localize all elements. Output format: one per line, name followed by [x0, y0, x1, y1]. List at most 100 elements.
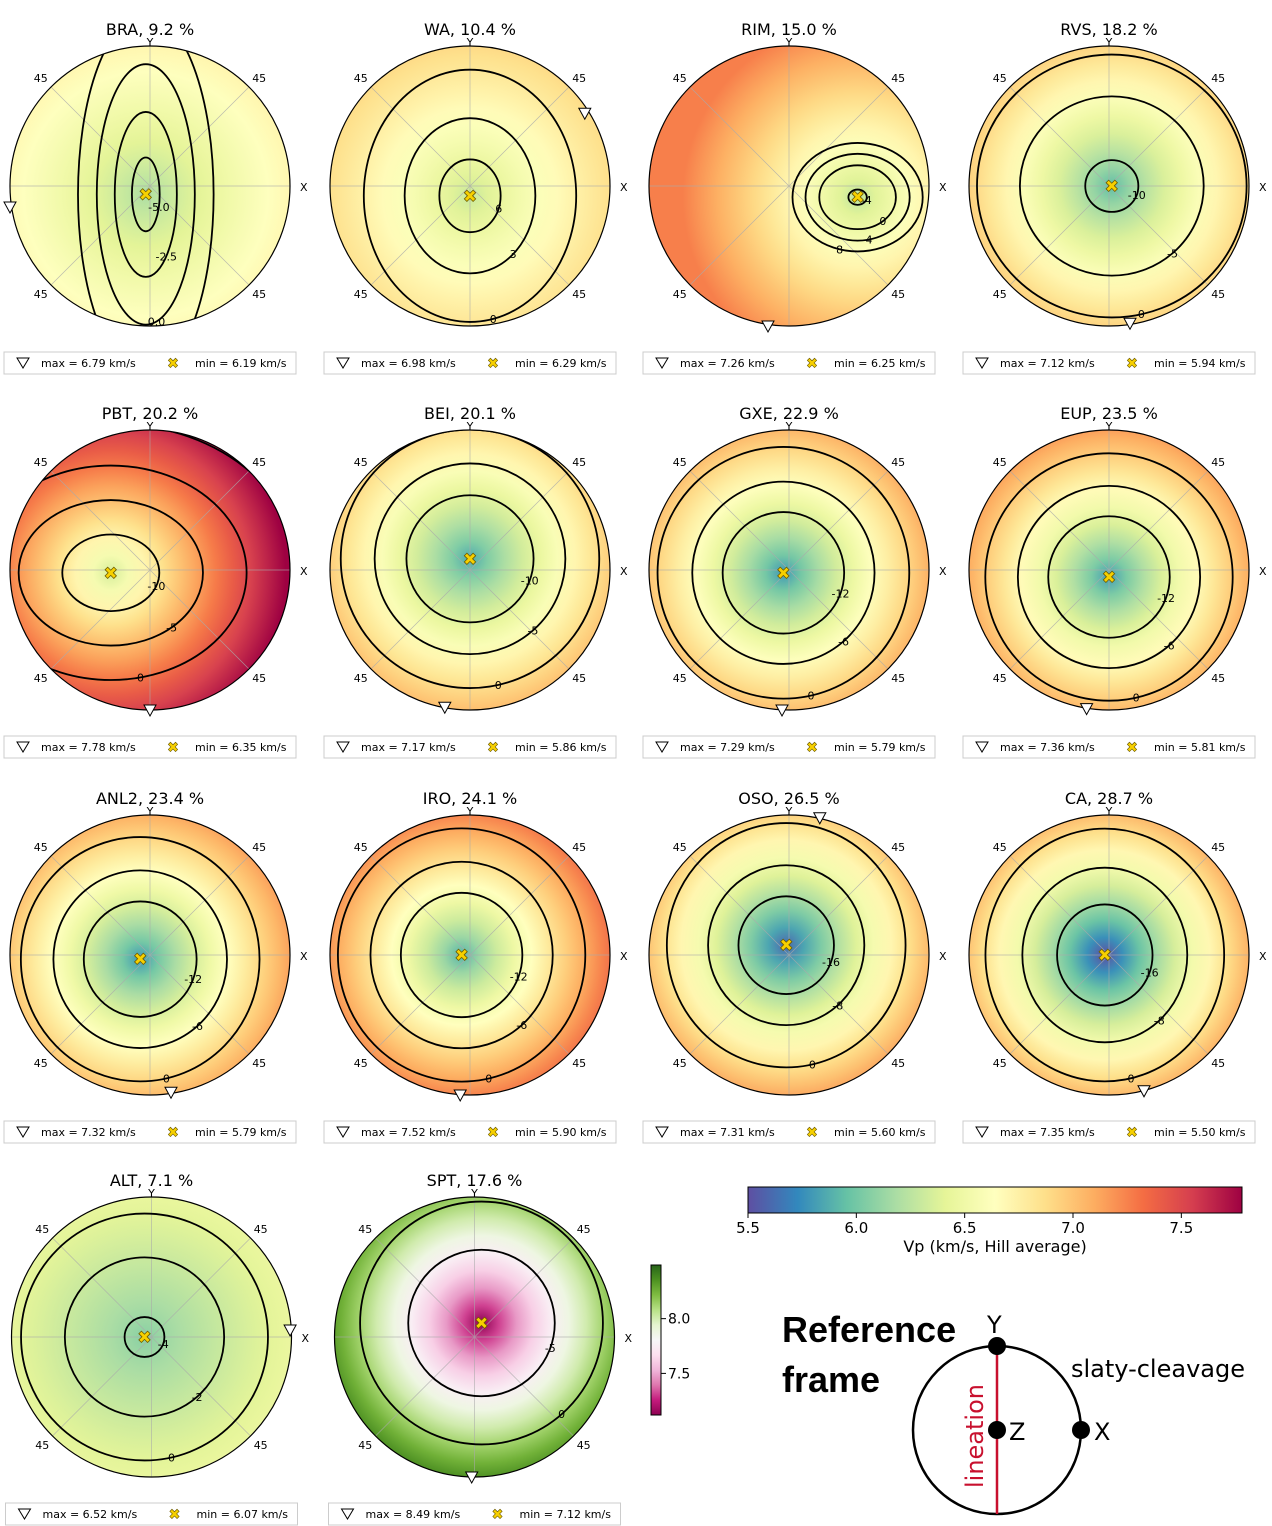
dip-label: 45 [1211, 841, 1225, 854]
stereonet-fill: -4-202 [11, 1197, 292, 1477]
contour-label: -2.5 [156, 250, 177, 263]
dip-label: 45 [572, 841, 586, 854]
panel-title: BEI, 20.1 % [424, 404, 516, 423]
legend-max-icon [336, 1126, 350, 1138]
legend-max-label: max = 7.26 km/s [680, 357, 775, 370]
contour-label: 0 [163, 1072, 170, 1085]
x-axis-label: X [1259, 950, 1267, 963]
pole-figure-spt: -5 0 5 ✖ SPT, 17.6 %Y X 45 45 45 45 max = 8.49 km/… [328, 1171, 633, 1526]
legend-min-icon: ✖ [1126, 356, 1138, 372]
spt-colorbar-tick-label: 7.5 [668, 1366, 690, 1382]
min-marker-icon: ✖ [1098, 946, 1112, 966]
min-marker-icon: ✖ [1102, 568, 1116, 588]
y-point-icon [988, 1337, 1006, 1355]
panel-title: WA, 10.4 % [424, 20, 516, 39]
legend-min-label: min = 5.79 km/s [834, 741, 926, 754]
contour-label: -6 [1164, 639, 1175, 652]
dip-label: 45 [993, 841, 1007, 854]
legend-max-label: max = 7.78 km/s [41, 741, 136, 754]
x-axis-label: X [1259, 181, 1267, 194]
legend-box: max = 7.36 km/s ✖ min = 5.81 km/s [962, 735, 1256, 759]
legend-max-icon [975, 1126, 989, 1138]
legend-max-icon [975, 357, 989, 369]
x-axis-label: X [1259, 565, 1267, 578]
contour-label: 0 [1133, 692, 1140, 705]
max-marker-icon [283, 1324, 297, 1338]
legend-box: max = 7.35 km/s ✖ min = 5.50 km/s [962, 1120, 1256, 1144]
stereonet-outline [329, 45, 611, 327]
contour-line [656, 446, 911, 700]
panel-title: CA, 28.7 % [1065, 789, 1153, 808]
dip-label: 45 [673, 72, 687, 85]
dip-label: 45 [358, 1223, 372, 1236]
vp-colorbar-tick-label: 5.5 [736, 1219, 760, 1237]
contour-line [131, 156, 161, 233]
stereonet-fill: -5.0-2.50.02.5 [10, 46, 290, 326]
contour-label: 8 [836, 243, 843, 256]
contour-line [847, 188, 868, 206]
reference-y-label: Y [986, 1311, 1002, 1339]
legend-min-label: min = 5.50 km/s [1154, 1126, 1246, 1139]
contour-label: 6 [495, 202, 502, 215]
stereonet-outline [10, 1196, 293, 1478]
legend-min-label: min = 5.90 km/s [515, 1126, 607, 1139]
stereonet-fill: -5 0 5 [334, 1197, 615, 1477]
stereonet-grid [11, 1197, 292, 1477]
legend-max-label: max = 7.32 km/s [41, 1126, 136, 1139]
vp-colorbar-tick-label: 6.5 [953, 1219, 977, 1237]
contour-line [77, 46, 215, 326]
legend-min-icon: ✖ [167, 356, 179, 372]
stereonet-outline [648, 45, 930, 327]
legend-max-icon [975, 741, 989, 753]
reference-frame: Reference frame Y Z X lineation slaty-cl… [782, 1309, 1245, 1516]
contour-label: -6 [516, 1019, 527, 1032]
reference-frame-title-line2: frame [782, 1359, 880, 1400]
dip-label: 45 [577, 1439, 591, 1452]
contour-label: -12 [184, 973, 202, 986]
dip-label: 45 [993, 1057, 1007, 1070]
dip-label: 45 [35, 1439, 49, 1452]
max-marker-icon [164, 1086, 178, 1100]
dip-label: 45 [34, 1057, 48, 1070]
contour-line [1047, 515, 1171, 639]
contour-line [407, 1248, 556, 1398]
y-axis-label: Y [470, 1187, 478, 1200]
stereonet-outline [9, 45, 291, 327]
dip-label: 45 [354, 1057, 368, 1070]
legend-box: max = 7.17 km/s ✖ min = 5.86 km/s [323, 735, 617, 759]
pole-figure-oso: -16 -8 0 8 ✖ OSO, 26.5 %Y X 45 45 45 45 max = 7.31 … [642, 789, 947, 1144]
dip-label: 45 [1211, 72, 1225, 85]
stereonet-outline [648, 814, 930, 1096]
max-marker-icon [1123, 317, 1137, 331]
min-marker-icon: ✖ [850, 188, 864, 208]
spt-colorbar-ticks: 7.5 8.0 [661, 1312, 690, 1382]
legend-min-label: min = 6.07 km/s [197, 1508, 289, 1521]
x-axis-label: X [300, 950, 308, 963]
legend-max-icon [17, 1508, 32, 1520]
dip-label: 45 [252, 1057, 266, 1070]
legend-box: max = 7.26 km/s ✖ min = 6.25 km/s [642, 351, 936, 375]
max-marker-icon [1079, 703, 1094, 716]
max-marker-icon [577, 107, 592, 121]
y-axis-label: Y [785, 805, 793, 818]
legend-min-label: min = 5.60 km/s [834, 1126, 926, 1139]
legend-max-label: max = 6.52 km/s [43, 1508, 138, 1521]
y-axis-label: Y [146, 420, 154, 433]
x-axis-label: X [939, 950, 947, 963]
dip-label: 45 [891, 288, 905, 301]
vp-colorbar-tick-label: 7.0 [1061, 1219, 1085, 1237]
legend-max-label: max = 7.31 km/s [680, 1126, 775, 1139]
legend-box: max = 6.79 km/s ✖ min = 6.19 km/s [3, 351, 297, 375]
legend-min-label: min = 6.35 km/s [195, 741, 287, 754]
dip-label: 45 [673, 456, 687, 469]
contour-label: -10 [1128, 189, 1146, 202]
contour-line [707, 864, 866, 1027]
dip-label: 45 [1211, 672, 1225, 685]
reference-frame-title-line1: Reference [782, 1309, 956, 1350]
x-axis-label: X [302, 1332, 310, 1345]
